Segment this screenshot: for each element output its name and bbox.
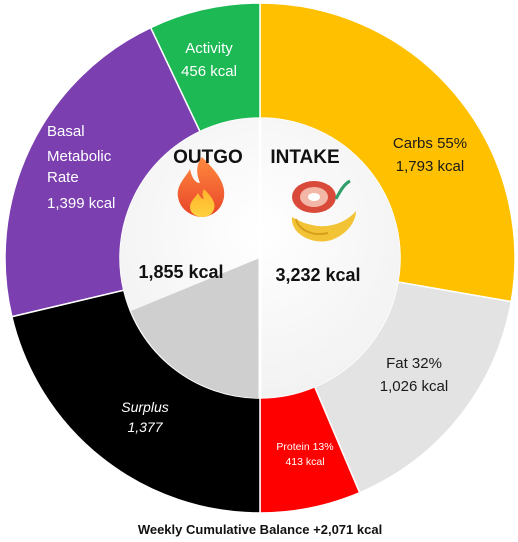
protein-value-label: 413 kcal	[285, 456, 324, 468]
activity-value-label: 456 kcal	[181, 63, 237, 80]
bmr-name-label-line1: Basal	[47, 123, 85, 140]
chart-footer: Weekly Cumulative Balance +2,071 kcal	[138, 522, 382, 537]
carbs-value-label: 1,793 kcal	[396, 158, 464, 175]
fat-name-label: Fat 32%	[386, 355, 442, 372]
outgo-heading: OUTGO	[173, 147, 243, 168]
bmr-name-label-line2: Metabolic	[47, 148, 112, 165]
carbs-name-label: Carbs 55%	[393, 135, 467, 152]
bmr-value-label: 1,399 kcal	[47, 195, 115, 212]
slice-labels: Activity 456 kcal Basal Metabolic Rate 1…	[47, 40, 467, 468]
intake-heading: INTAKE	[270, 147, 339, 168]
outgo-surplus-inner-shade	[131, 258, 260, 398]
protein-name-label: Protein 13%	[276, 441, 333, 453]
surplus-value-label: 1,377	[127, 419, 163, 435]
meat-banana-icon	[291, 179, 356, 242]
activity-name-label: Activity	[185, 40, 233, 57]
outgo-total: 1,855 kcal	[138, 262, 223, 282]
bmr-name-label-line3: Rate	[47, 169, 79, 186]
intake-total: 3,232 kcal	[275, 265, 360, 285]
fire-icon	[177, 157, 225, 217]
surplus-name-label: Surplus	[121, 399, 168, 415]
fat-value-label: 1,026 kcal	[380, 378, 448, 395]
